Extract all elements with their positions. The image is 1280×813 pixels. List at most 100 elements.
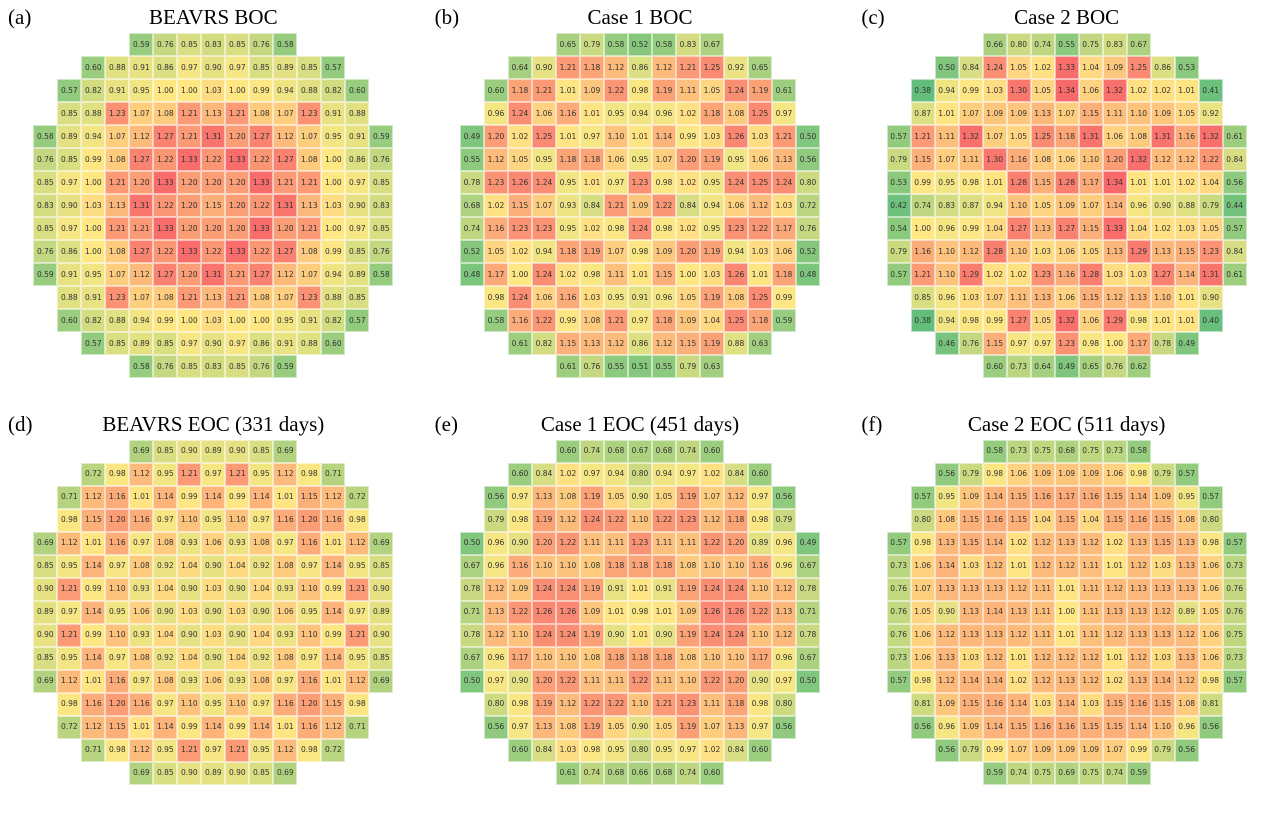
heatmap-cell: 0.98 (57, 508, 82, 532)
heatmap-cell: 0.93 (129, 623, 154, 647)
heatmap-cell: 1.06 (910, 623, 935, 647)
heatmap-cell: 1.01 (747, 263, 772, 286)
heatmap-cell: 0.98 (1078, 332, 1103, 355)
heatmap-cell: 1.11 (603, 669, 628, 693)
heatmap-cell: 1.23 (675, 508, 700, 532)
heatmap-cell: 1.03 (81, 194, 106, 217)
heatmap-row: 0.57 0.98 1.13 1.15 1.14 1.02 1.12 1.13 1.12 1.02… (886, 531, 1247, 555)
heatmap-cell: 1.25 (699, 56, 724, 79)
heatmap-cell: 0.99 (177, 715, 202, 739)
heatmap-cell: 1.27 (249, 263, 274, 286)
heatmap-cell: 1.20 (723, 669, 748, 693)
heatmap-cell: 0.41 (1198, 79, 1223, 102)
heatmap-cell: 1.08 (105, 240, 130, 263)
heatmap-cell: 0.95 (153, 738, 178, 762)
heatmap-cell: 0.99 (249, 79, 274, 102)
heatmap-cell: 1.13 (105, 194, 130, 217)
heatmap-cell: 1.16 (1126, 692, 1151, 716)
heatmap-cell: 0.98 (982, 462, 1007, 486)
heatmap-cell: 1.21 (105, 171, 130, 194)
heatmap-cell: 0.67 (699, 33, 724, 56)
heatmap-cell: 0.57 (910, 485, 935, 509)
heatmap-cell: 0.69 (33, 669, 58, 693)
heatmap-cell: 1.03 (747, 125, 772, 148)
heatmap-cell: 1.08 (723, 102, 748, 125)
panel-b-header: (b) Case 1 BOC (427, 3, 854, 33)
heatmap-cell: 0.94 (321, 263, 346, 286)
heatmap-row: 0.60 0.88 0.91 0.86 0.97 0.90 0.97 0.85 0.89 0.85… (81, 56, 346, 79)
heatmap-cell: 0.90 (225, 623, 250, 647)
heatmap-cell: 0.60 (57, 309, 82, 332)
heatmap-cell: 0.96 (934, 286, 959, 309)
heatmap-cell: 1.14 (153, 715, 178, 739)
heatmap-cell: 0.71 (795, 600, 820, 624)
heatmap-cell: 0.80 (771, 692, 796, 716)
heatmap-cell: 1.03 (771, 194, 796, 217)
heatmap-cell: 1.27 (153, 125, 178, 148)
heatmap-cell: 1.00 (225, 79, 250, 102)
heatmap-cell: 1.02 (1174, 171, 1199, 194)
heatmap-cell: 1.10 (531, 646, 556, 670)
panel-e-title: Case 1 EOC (451 days) (540, 411, 740, 436)
heatmap-cell: 0.64 (1030, 355, 1055, 378)
heatmap-cell: 0.57 (57, 79, 82, 102)
heatmap-cell: 0.99 (321, 623, 346, 647)
heatmap-cell: 1.14 (934, 554, 959, 578)
heatmap-cell: 1.21 (273, 171, 298, 194)
heatmap-cell: 0.60 (483, 79, 508, 102)
heatmap-cell: 0.51 (627, 355, 652, 378)
heatmap-cell: 1.16 (129, 692, 154, 716)
heatmap-cell: 1.21 (910, 125, 935, 148)
heatmap-cell: 1.15 (297, 485, 322, 509)
heatmap-cell: 1.12 (273, 263, 298, 286)
heatmap-cell: 1.01 (555, 79, 580, 102)
heatmap-cell: 0.58 (1126, 439, 1151, 463)
heatmap-cell: 1.12 (273, 462, 298, 486)
heatmap-cell: 0.64 (507, 56, 532, 79)
heatmap-cell: 1.08 (675, 646, 700, 670)
heatmap-cell: 1.02 (483, 194, 508, 217)
heatmap-cell: 0.84 (1222, 240, 1247, 263)
heatmap-cell: 1.13 (1030, 217, 1055, 240)
heatmap-cell: 0.60 (982, 355, 1007, 378)
heatmap-row: 0.56 0.97 1.13 1.08 1.19 1.05 0.90 1.05 1.19 1.07… (483, 485, 796, 509)
heatmap-cell: 1.27 (1150, 263, 1175, 286)
heatmap-cell: 1.08 (297, 148, 322, 171)
heatmap-cell: 0.98 (747, 692, 772, 716)
heatmap-cell: 0.59 (273, 355, 298, 378)
heatmap-cell: 0.56 (934, 738, 959, 762)
heatmap-cell: 0.90 (177, 439, 202, 463)
heatmap-cell: 1.21 (771, 125, 796, 148)
heatmap-cell: 1.10 (1078, 148, 1103, 171)
heatmap-cell: 1.19 (699, 240, 724, 263)
heatmap-cell: 0.82 (81, 309, 106, 332)
heatmap-cell: 1.08 (249, 286, 274, 309)
heatmap-cell: 1.12 (1102, 577, 1127, 601)
heatmap-row: 0.53 0.99 0.95 0.98 1.01 1.28 1.15 1.28 1.17 1.34… (886, 171, 1247, 194)
heatmap-cell: 0.93 (225, 669, 250, 693)
heatmap-cell: 1.24 (531, 171, 556, 194)
heatmap-cell: 0.69 (129, 439, 154, 463)
heatmap-cell: 1.02 (1150, 217, 1175, 240)
heatmap-cell: 1.04 (1030, 508, 1055, 532)
heatmap-cell: 0.90 (603, 623, 628, 647)
heatmap-cell: 1.08 (153, 102, 178, 125)
heatmap-cell: 1.10 (177, 692, 202, 716)
heatmap-cell: 1.00 (225, 309, 250, 332)
heatmap-cell: 0.97 (249, 692, 274, 716)
heatmap-cell: 0.57 (1222, 531, 1247, 555)
heatmap-cell: 1.07 (297, 263, 322, 286)
heatmap-cell: 1.10 (934, 240, 959, 263)
heatmap-cell: 1.09 (1054, 462, 1079, 486)
heatmap-cell: 1.12 (1102, 286, 1127, 309)
heatmap-cell: 0.95 (81, 263, 106, 286)
heatmap-cell: 0.92 (153, 554, 178, 578)
heatmap-cell: 0.74 (579, 761, 604, 785)
heatmap-cell: 0.83 (369, 194, 394, 217)
heatmap-cell: 1.24 (723, 171, 748, 194)
heatmap-cell: 1.23 (1054, 332, 1079, 355)
heatmap-cell: 0.96 (1174, 715, 1199, 739)
heatmap-cell: 1.25 (1030, 125, 1055, 148)
heatmap-cell: 0.73 (1222, 554, 1247, 578)
heatmap-cell: 1.19 (579, 240, 604, 263)
